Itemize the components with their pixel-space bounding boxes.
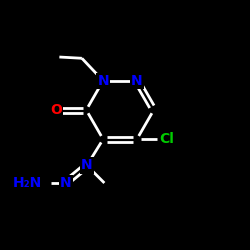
Text: N: N: [81, 158, 93, 172]
Text: N: N: [97, 74, 109, 88]
Text: H₂N: H₂N: [12, 176, 42, 190]
Text: N: N: [131, 74, 143, 88]
Text: Cl: Cl: [160, 132, 174, 146]
Text: O: O: [50, 103, 62, 117]
Text: N: N: [60, 176, 72, 190]
